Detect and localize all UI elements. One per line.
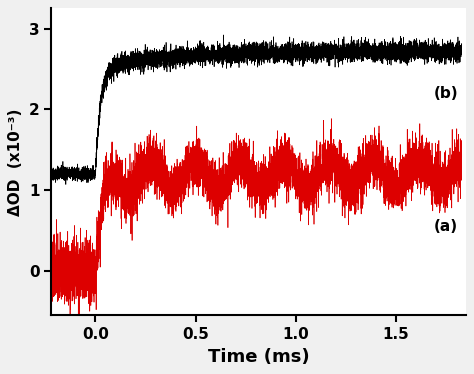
X-axis label: Time (ms): Time (ms) [208, 348, 310, 366]
Text: (a): (a) [434, 219, 458, 234]
Y-axis label: ΔOD  (x10⁻³): ΔOD (x10⁻³) [9, 108, 23, 215]
Text: (b): (b) [433, 86, 458, 101]
